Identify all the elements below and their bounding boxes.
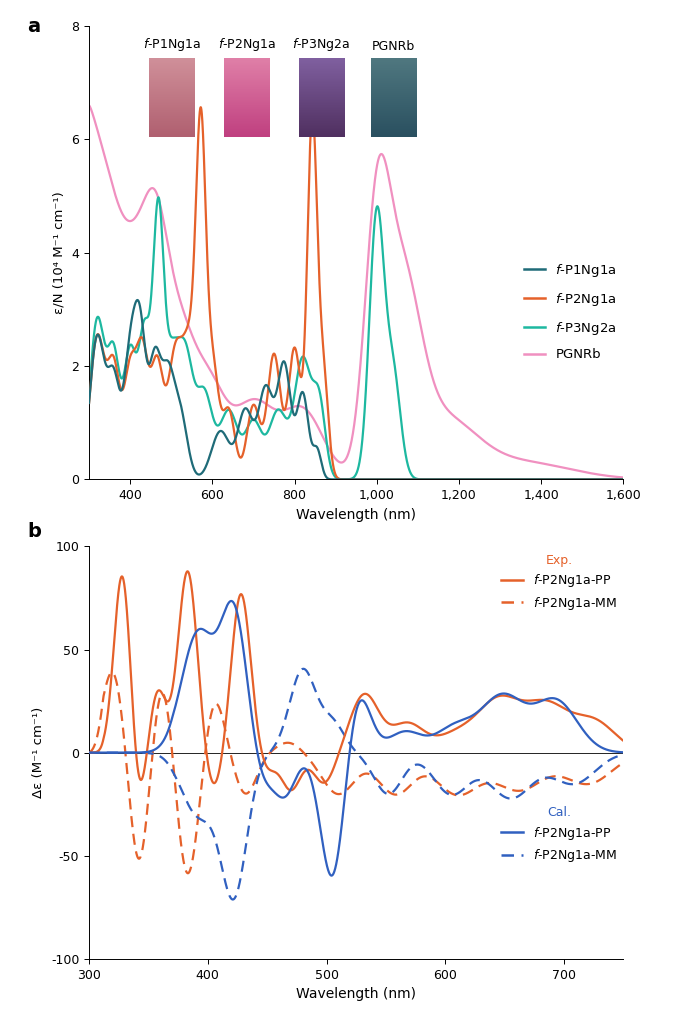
Text: $f$-P2Ng1a: $f$-P2Ng1a [218,36,276,53]
Text: $f$-P3Ng2a: $f$-P3Ng2a [292,36,351,53]
Y-axis label: ε/N (10⁴ M⁻¹ cm⁻¹): ε/N (10⁴ M⁻¹ cm⁻¹) [53,191,66,314]
Y-axis label: Δε (M⁻¹ cm⁻¹): Δε (M⁻¹ cm⁻¹) [32,707,45,798]
X-axis label: Wavelength (nm): Wavelength (nm) [296,987,416,1001]
Text: a: a [27,16,40,36]
Text: b: b [27,522,42,540]
Legend: $f$-P2Ng1a-PP, $f$-P2Ng1a-MM: $f$-P2Ng1a-PP, $f$-P2Ng1a-MM [496,801,623,869]
Text: $f$-P1Ng1a: $f$-P1Ng1a [142,36,201,53]
Legend: $f$-P1Ng1a, $f$-P2Ng1a, $f$-P3Ng2a, PGNRb: $f$-P1Ng1a, $f$-P2Ng1a, $f$-P3Ng2a, PGNR… [519,257,622,367]
Text: PGNRb: PGNRb [372,40,415,53]
X-axis label: Wavelength (nm): Wavelength (nm) [296,507,416,522]
